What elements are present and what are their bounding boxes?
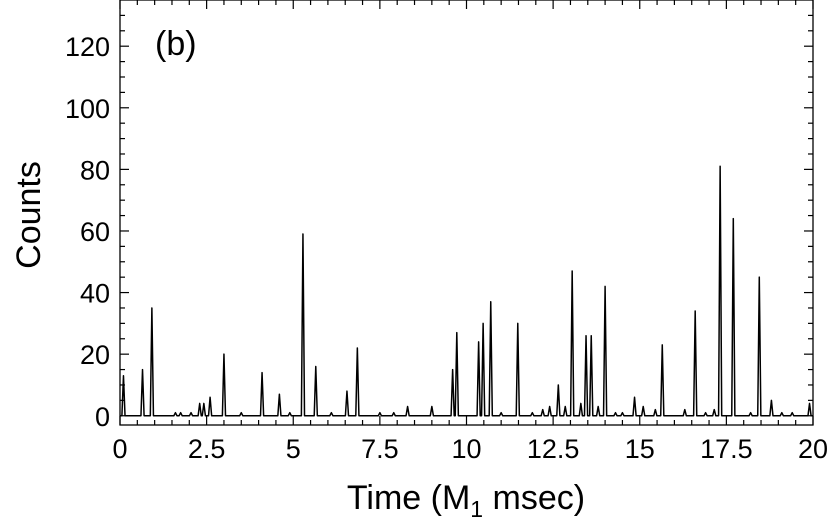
x-tick-label: 12.5: [527, 434, 580, 464]
y-tick-label: 20: [80, 340, 110, 370]
y-tick-label: 60: [80, 217, 110, 247]
tick-labels: 0 2.5 5 7.5 10 12.5 15 17.5 20 0 20 40 60 80 100 120: [65, 32, 828, 464]
y-tick-label: 120: [65, 32, 110, 62]
x-tick-label: 5: [286, 434, 301, 464]
x-tick-label: 15: [625, 434, 655, 464]
x-axis-title-subscript: 1: [470, 496, 483, 522]
series-line: [120, 165, 813, 417]
x-axis-title: Time (M1 msec): [347, 479, 585, 522]
x-tick-label: 0: [112, 434, 127, 464]
y-tick-label: 80: [80, 155, 110, 185]
x-tick-label: 17.5: [700, 434, 753, 464]
y-axis-title: Counts: [10, 161, 48, 269]
x-tick-label: 20: [798, 434, 828, 464]
y-tick-label: 100: [65, 94, 110, 124]
x-tick-label: 7.5: [361, 434, 399, 464]
y-tick-label: 0: [95, 402, 110, 432]
y-tick-label: 40: [80, 279, 110, 309]
panel-label: (b): [155, 25, 197, 63]
x-tick-label: 10: [451, 434, 481, 464]
x-axis-title-prefix: Time (M: [347, 479, 470, 517]
x-tick-label: 2.5: [188, 434, 226, 464]
x-axis-title-suffix: msec): [483, 479, 585, 517]
